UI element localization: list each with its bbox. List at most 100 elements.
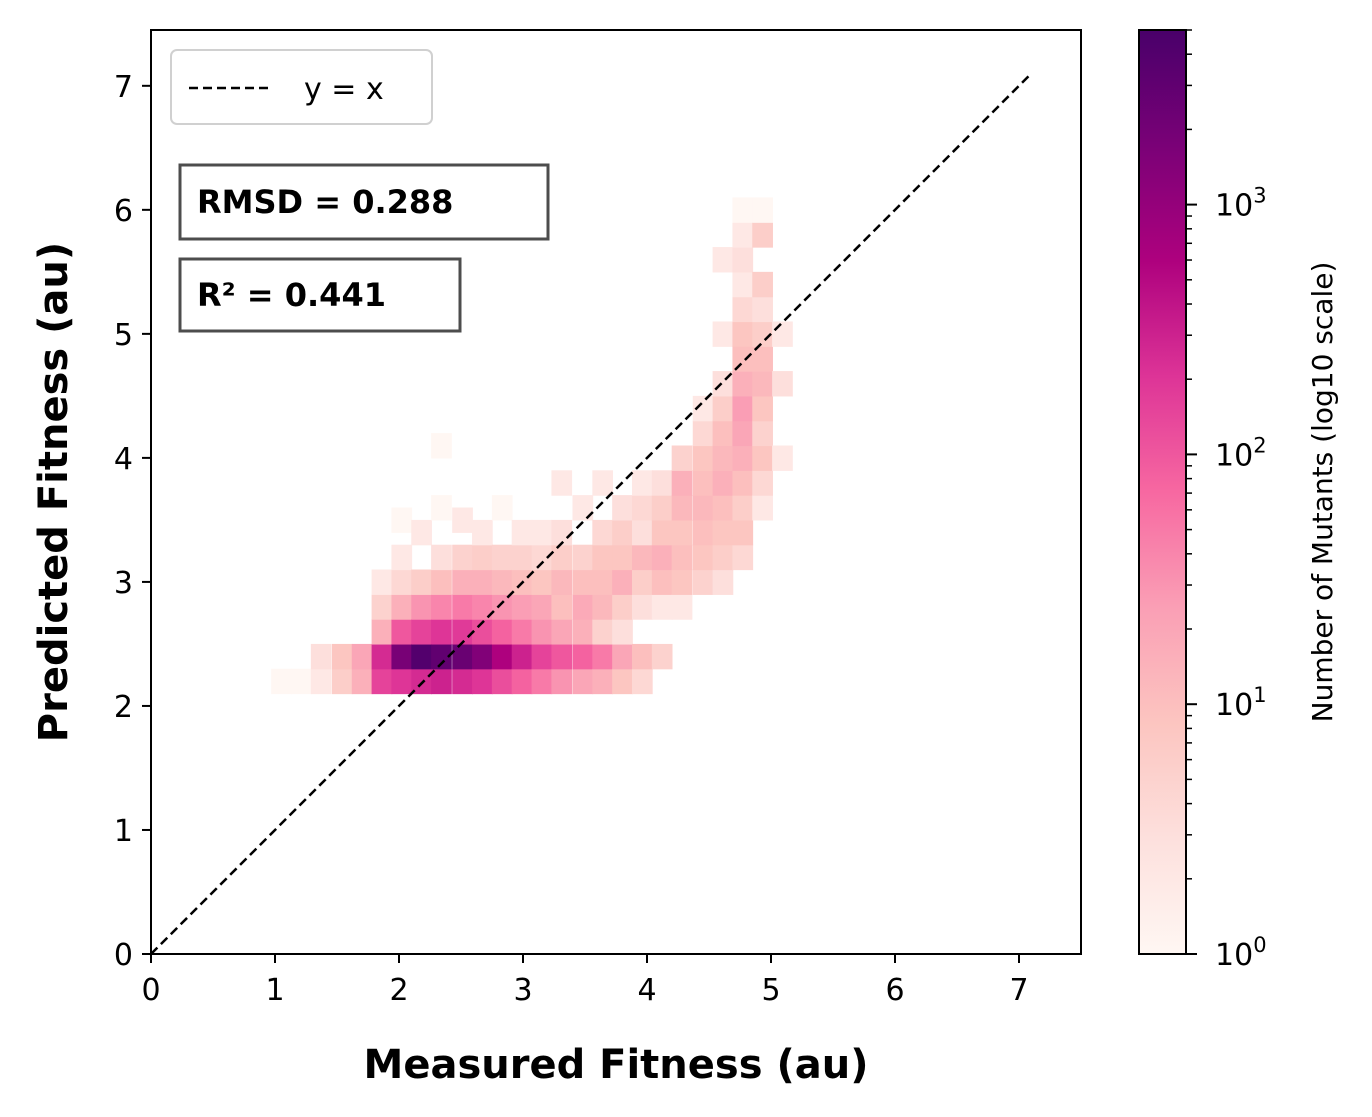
heatmap-cell xyxy=(592,470,614,496)
heatmap-cell xyxy=(692,445,714,471)
y-tick-label: 1 xyxy=(114,814,133,849)
colorbar-major-ticks: 100 101 102 103 xyxy=(1186,184,1267,973)
heatmap-cell xyxy=(411,619,432,645)
heatmap-cell xyxy=(752,371,773,397)
heatmap-cell xyxy=(511,594,533,620)
y-tick-label: 6 xyxy=(114,194,133,229)
heatmap-cell xyxy=(391,619,413,645)
heatmap-cell xyxy=(712,395,734,422)
heatmap-cell xyxy=(472,619,493,645)
heatmap-cell xyxy=(411,594,432,620)
heatmap-cell xyxy=(310,668,332,695)
heatmap-cell xyxy=(472,643,493,670)
heatmap-cell xyxy=(531,544,553,571)
heatmap-cell xyxy=(732,519,754,546)
colorbar-tick-label: 100 xyxy=(1215,933,1267,973)
heatmap-cell xyxy=(511,544,533,571)
y-tick-label: 3 xyxy=(114,566,133,601)
heatmap-cell xyxy=(491,619,513,645)
heatmap-cell xyxy=(592,569,614,595)
heatmap-cell xyxy=(472,594,493,620)
heatmap-cell xyxy=(612,619,633,645)
heatmap-cell xyxy=(511,619,533,645)
heatmap-cell xyxy=(572,544,594,571)
heatmap-cell xyxy=(671,544,693,571)
heatmap-cell xyxy=(452,668,473,695)
heatmap-cell xyxy=(452,619,473,645)
colorbar-tick-label: 103 xyxy=(1215,184,1267,224)
x-tick-label: 3 xyxy=(513,973,532,1008)
heatmap-cell xyxy=(452,643,473,670)
heatmap-cell xyxy=(551,519,573,546)
heatmap-cell xyxy=(732,346,754,372)
heatmap-cell xyxy=(772,445,793,471)
heatmap-cell xyxy=(371,619,393,645)
legend-label: y = x xyxy=(304,72,384,107)
heatmap-cell xyxy=(632,544,653,571)
heatmap-cell xyxy=(472,519,493,546)
heatmap-cell xyxy=(391,569,413,595)
heatmap-cell xyxy=(732,271,754,298)
heatmap-cell xyxy=(511,643,533,670)
heatmap-cell xyxy=(391,594,413,620)
heatmap-cell xyxy=(551,569,573,595)
heatmap-cell xyxy=(291,668,312,695)
heatmap-cell xyxy=(551,619,573,645)
heatmap-cell xyxy=(371,569,393,595)
heatmap-cell xyxy=(632,519,653,546)
heatmap-cell xyxy=(391,668,413,695)
legend-box xyxy=(170,49,433,125)
x-axis-ticks: 0 1 2 3 4 5 6 7 xyxy=(141,954,1029,1008)
heatmap-cell xyxy=(732,420,754,447)
colorbar-tick-label: 101 xyxy=(1215,683,1267,723)
colorbar: 100 101 102 103 Number of Mutants (log10 sc… xyxy=(1138,29,1339,973)
heatmap-cell xyxy=(752,495,773,521)
heatmap-cell xyxy=(651,643,673,670)
heatmap-cell xyxy=(612,594,633,620)
r2-annotation: R² = 0.441 xyxy=(178,257,462,333)
rmsd-box xyxy=(178,163,550,241)
heatmap-cell xyxy=(612,668,633,695)
heatmap-cell xyxy=(732,321,754,347)
x-tick-label: 6 xyxy=(885,973,904,1008)
heatmap-cell xyxy=(411,569,432,595)
heatmap-cell xyxy=(572,495,594,521)
reference-line xyxy=(150,72,1033,955)
heatmap-cell xyxy=(371,643,393,670)
heatmap-cell xyxy=(752,395,773,422)
heatmap-cell xyxy=(531,619,553,645)
heatmap-cell xyxy=(632,470,653,496)
y-tick-label: 5 xyxy=(114,318,133,353)
heatmap-cell xyxy=(472,544,493,571)
x-tick-label: 4 xyxy=(637,973,656,1008)
heatmap-cell xyxy=(371,594,393,620)
heatmap-cell xyxy=(752,271,773,298)
heatmap-cell xyxy=(472,668,493,695)
colorbar-bar xyxy=(1139,30,1186,954)
heatmap-cell xyxy=(732,445,754,471)
heatmap-cell xyxy=(431,544,452,571)
heatmap-cell xyxy=(572,668,594,695)
heatmap-cell xyxy=(452,569,473,595)
heatmap-cell xyxy=(671,519,693,546)
heatmap-cell xyxy=(752,420,773,447)
y-tick-label: 2 xyxy=(114,690,133,725)
heatmap-cell xyxy=(452,507,473,533)
heatmap-cell xyxy=(411,668,432,695)
heatmap-cell xyxy=(592,519,614,546)
heatmap-cell xyxy=(732,222,754,248)
heatmap-cell xyxy=(431,619,452,645)
heatmap-cell xyxy=(732,371,754,397)
heatmap-cell xyxy=(732,495,754,521)
heatmap-cell xyxy=(452,544,473,571)
heatmap-cell xyxy=(612,495,633,521)
y-tick-label: 4 xyxy=(114,442,133,477)
heatmap-cell xyxy=(491,594,513,620)
heatmap-cell xyxy=(491,544,513,571)
colorbar-frame xyxy=(1138,29,1187,955)
rmsd-annotation: RMSD = 0.288 xyxy=(178,163,550,241)
heatmap-cell xyxy=(511,519,533,546)
x-axis-label: Measured Fitness (au) xyxy=(364,1042,869,1088)
heatmap-cell xyxy=(572,594,594,620)
